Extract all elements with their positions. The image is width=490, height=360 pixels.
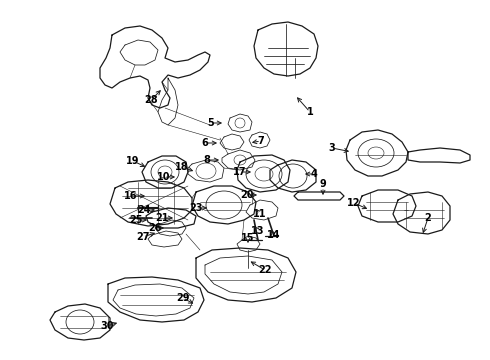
- Text: 1: 1: [307, 107, 314, 117]
- Text: 6: 6: [201, 138, 208, 148]
- Text: 12: 12: [347, 198, 361, 208]
- Text: 19: 19: [126, 156, 140, 166]
- Text: 18: 18: [175, 162, 189, 172]
- Text: 16: 16: [124, 191, 138, 201]
- Text: 20: 20: [240, 190, 254, 200]
- Text: 14: 14: [267, 230, 281, 240]
- Text: 24: 24: [137, 205, 151, 215]
- Text: 4: 4: [311, 169, 318, 179]
- Text: 27: 27: [136, 232, 150, 242]
- Text: 8: 8: [203, 155, 210, 165]
- Text: 25: 25: [129, 215, 143, 225]
- Text: 2: 2: [425, 213, 431, 223]
- Text: 23: 23: [189, 203, 203, 213]
- Text: 15: 15: [241, 233, 255, 243]
- Text: 26: 26: [148, 223, 162, 233]
- Text: 29: 29: [176, 293, 190, 303]
- Text: 22: 22: [258, 265, 272, 275]
- Text: 9: 9: [319, 179, 326, 189]
- Text: 11: 11: [253, 209, 267, 219]
- Text: 3: 3: [329, 143, 335, 153]
- Text: 13: 13: [251, 226, 265, 236]
- Text: 7: 7: [258, 136, 265, 146]
- Text: 5: 5: [208, 118, 215, 128]
- Text: 28: 28: [144, 95, 158, 105]
- Text: 10: 10: [157, 172, 171, 182]
- Text: 21: 21: [155, 213, 169, 223]
- Text: 30: 30: [100, 321, 114, 331]
- Text: 17: 17: [233, 167, 247, 177]
